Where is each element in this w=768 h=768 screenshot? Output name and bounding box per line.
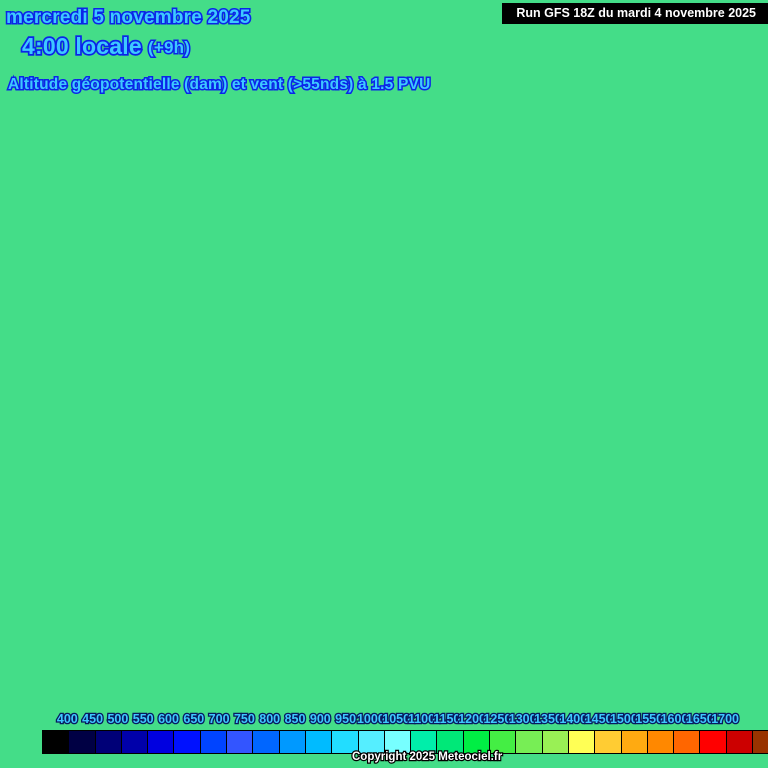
legend-swatch <box>490 731 517 753</box>
legend-swatch <box>43 731 70 753</box>
legend-swatch <box>647 731 675 753</box>
legend-swatch <box>253 731 280 753</box>
legend-tick-label: 400 <box>56 711 79 728</box>
legend-swatch <box>305 731 333 753</box>
legend-swatch <box>174 731 201 753</box>
legend-swatch <box>200 731 228 753</box>
legend-tick-label: 550 <box>131 711 154 728</box>
legend-tick-label: 1300 <box>507 711 537 728</box>
legend-swatch <box>595 731 622 753</box>
legend-tick-label: 450 <box>81 711 104 728</box>
legend-swatch <box>726 731 754 753</box>
legend-swatch <box>568 731 596 753</box>
legend-tick-labels: 400 450 500 550 600 650 700 750 800 850 900 950 1000… <box>0 711 768 728</box>
legend-swatch <box>674 731 701 753</box>
legend-tick-label: 1500 <box>609 711 639 728</box>
legend-tick-label: 1650 <box>685 711 715 728</box>
legend-tick-label: 650 <box>182 711 205 728</box>
legend-tick-label: 1150 <box>432 711 462 728</box>
legend-swatch <box>358 731 385 753</box>
legend-swatch <box>542 731 569 753</box>
legend-tick-label: 1350 <box>533 711 563 728</box>
copyright-label: Copyright 2025 Meteociel.fr <box>351 750 504 764</box>
color-scale-legend: 400 450 500 550 600 650 700 750 800 850 900 950 1000… <box>0 708 768 768</box>
legend-swatch <box>621 731 648 753</box>
legend-tick-label: 900 <box>309 711 332 728</box>
parameter-label: Altitude géopotentielle (dam) et vent (>… <box>6 75 431 95</box>
legend-tick-label: 1050 <box>381 711 411 728</box>
legend-tick-label: 500 <box>106 711 129 728</box>
geopotential-heatmap <box>0 0 768 708</box>
legend-tick-label: 1000 <box>356 711 386 728</box>
legend-tick-label: 600 <box>157 711 180 728</box>
legend-swatch <box>148 731 175 753</box>
legend-tick-label: 1700 <box>710 711 740 728</box>
legend-tick-label: 850 <box>283 711 306 728</box>
legend-swatch <box>753 731 768 753</box>
legend-tick-label: 1550 <box>634 711 664 728</box>
legend-swatch <box>121 731 149 753</box>
legend-tick-label: 1600 <box>659 711 689 728</box>
legend-tick-label: 700 <box>207 711 230 728</box>
legend-swatch <box>411 731 438 753</box>
legend-tick-label: 1400 <box>558 711 588 728</box>
legend-tick-label: 1250 <box>482 711 512 728</box>
legend-swatch <box>332 731 359 753</box>
legend-swatch <box>95 731 122 753</box>
legend-swatch <box>227 731 254 753</box>
legend-tick-label: 1450 <box>583 711 613 728</box>
legend-tick-label: 950 <box>334 711 357 728</box>
legend-tick-label: 1200 <box>457 711 487 728</box>
legend-swatch <box>384 731 412 753</box>
forecast-time-label: 4:00 locale <box>20 31 143 60</box>
legend-tick-label: 800 <box>258 711 281 728</box>
forecast-date-label: mercredi 5 novembre 2025 <box>4 5 251 29</box>
legend-color-bar <box>42 730 768 754</box>
legend-tick-label: 750 <box>233 711 256 728</box>
legend-swatch <box>700 731 727 753</box>
forecast-offset-label: (+9h) <box>146 37 191 59</box>
legend-tick-label: 1100 <box>407 711 437 728</box>
legend-swatch <box>463 731 491 753</box>
legend-swatch <box>69 731 96 753</box>
legend-swatch <box>516 731 543 753</box>
legend-swatch <box>437 731 464 753</box>
legend-swatch <box>279 731 306 753</box>
model-run-label: Run GFS 18Z du mardi 4 novembre 2025 <box>502 3 768 24</box>
